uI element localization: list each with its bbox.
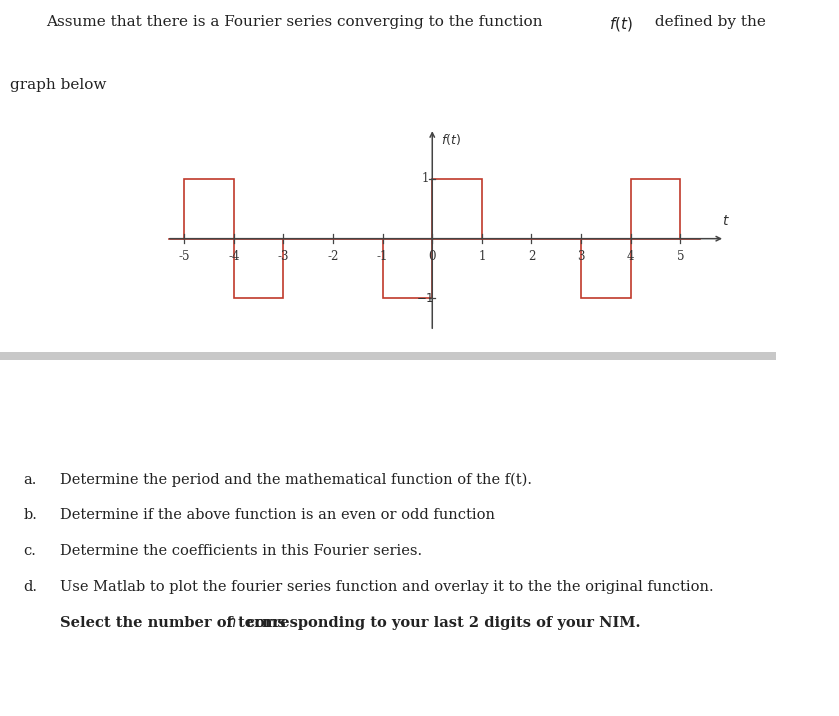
- Bar: [581, 238, 631, 299]
- Text: d.: d.: [23, 580, 38, 594]
- Text: -3: -3: [278, 250, 289, 263]
- Text: 0: 0: [429, 250, 436, 263]
- Text: defined by the: defined by the: [650, 15, 766, 29]
- Text: corresponding to your last 2 digits of your NIM.: corresponding to your last 2 digits of y…: [241, 616, 640, 630]
- Bar: [432, 179, 482, 238]
- Text: Determine the coefficients in this Fourier series.: Determine the coefficients in this Fouri…: [60, 544, 423, 558]
- Text: c.: c.: [23, 544, 36, 558]
- Text: $\mathbf{\mathit{n}}$: $\mathbf{\mathit{n}}$: [226, 616, 236, 630]
- Text: -4: -4: [228, 250, 240, 263]
- Bar: [631, 179, 680, 238]
- Text: 5: 5: [676, 250, 684, 263]
- Text: Use Matlab to plot the fourier series function and overlay it to the the origina: Use Matlab to plot the fourier series fu…: [60, 580, 714, 594]
- Text: -2: -2: [327, 250, 339, 263]
- Text: -5: -5: [179, 250, 190, 263]
- Text: $t$: $t$: [722, 214, 731, 228]
- Bar: [383, 238, 432, 299]
- Text: 1: 1: [478, 250, 486, 263]
- Text: $f(t)$: $f(t)$: [441, 132, 461, 147]
- Text: a.: a.: [23, 473, 37, 487]
- Text: 2: 2: [528, 250, 535, 263]
- Text: Select the number of terms: Select the number of terms: [60, 616, 291, 630]
- Bar: [234, 238, 284, 299]
- Text: Assume that there is a Fourier series converging to the function: Assume that there is a Fourier series co…: [46, 15, 548, 29]
- Text: Determine the period and the mathematical function of the f(t).: Determine the period and the mathematica…: [60, 473, 533, 487]
- Text: 1: 1: [421, 173, 429, 185]
- Text: -1: -1: [377, 250, 388, 263]
- Text: 4: 4: [627, 250, 634, 263]
- Text: Determine if the above function is an even or odd function: Determine if the above function is an ev…: [60, 508, 495, 523]
- Text: $f(t)$: $f(t)$: [609, 15, 633, 33]
- Bar: [185, 179, 234, 238]
- Text: 3: 3: [577, 250, 585, 263]
- Text: b.: b.: [23, 508, 38, 523]
- Text: graph below: graph below: [10, 78, 107, 92]
- Text: $-1$: $-1$: [415, 292, 434, 305]
